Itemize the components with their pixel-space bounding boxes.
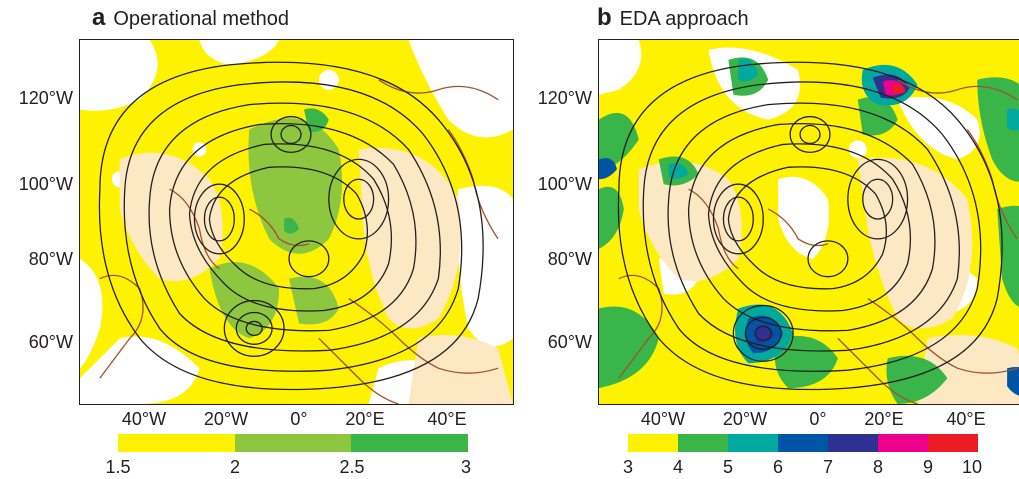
panel-a-land — [119, 147, 513, 404]
panel-b-colorbar-tick: 3 — [622, 457, 634, 477]
panel-a-lat-label-120w: 120°W — [18, 88, 73, 108]
panel-b-colorbar-tick: 4 — [672, 457, 684, 477]
panel-b-map-svg — [599, 40, 1019, 404]
panel-a-contours — [98, 61, 484, 391]
panel-b-colorbar-segment-4 — [778, 434, 828, 452]
panel-b-colorbar-segment-5 — [828, 434, 878, 452]
panel-b-lat-label-100w: 100°W — [537, 174, 592, 194]
panel-a-map — [79, 39, 514, 405]
panel-b-title: b EDA approach — [597, 4, 749, 32]
panel-a-colorbar-tick: 2 — [229, 457, 241, 477]
panel-b-land — [638, 157, 1019, 404]
panel-a-letter: a — [92, 4, 106, 31]
panel-b-lon-label-20w: 20°W — [722, 409, 768, 429]
panel-b-title-text: EDA approach — [619, 8, 749, 30]
panel-a-map-svg — [80, 40, 513, 404]
panel-a-title: a Operational method — [92, 4, 289, 32]
panel-a-lon-label-40w: 40°W — [121, 409, 167, 429]
panel-b-contours — [617, 61, 1003, 391]
panel-a-colorbar-segment-2 — [234, 434, 352, 452]
panel-a-colorbar-tick: 1.5 — [105, 457, 131, 477]
panel-b-map — [598, 39, 1019, 405]
panel-b-colorbar-segment-7 — [928, 434, 978, 452]
panel-b-green-field — [599, 57, 1019, 404]
panel-b-colorbar-tick: 6 — [772, 457, 784, 477]
panel-a-lon-label-40e: 40°E — [427, 409, 467, 429]
panel-a-lon-label-20w: 20°W — [203, 409, 249, 429]
panel-a-lat-label-80w: 80°W — [28, 249, 73, 269]
panel-b-lat-label-80w: 80°W — [547, 249, 592, 269]
panel-a-colorbar-tick: 2.5 — [339, 457, 365, 477]
panel-b-letter: b — [597, 4, 612, 31]
panel-a-colorbar-tick: 3 — [460, 457, 472, 477]
panel-b-lat-label-60w: 60°W — [547, 332, 592, 352]
panel-a-lat-label-100w: 100°W — [18, 174, 73, 194]
panel-b-colorbar — [628, 434, 978, 452]
panel-a-title-text: Operational method — [113, 8, 290, 30]
panel-b-colorbar-tick: 10 — [961, 457, 983, 477]
panel-a-lat-label-60w: 60°W — [28, 332, 73, 352]
panel-a-lon-label-0: 0° — [290, 409, 308, 429]
panel-b-colorbar-tick: 9 — [922, 457, 934, 477]
panel-b-lon-label-40e: 40°E — [946, 409, 986, 429]
panel-a-lon-label-20e: 20°E — [345, 409, 385, 429]
panel-b-lat-label-120w: 120°W — [537, 88, 592, 108]
panel-b-colorbar-segment-3 — [728, 434, 778, 452]
panel-a-colorbar — [118, 434, 469, 452]
panel-b-colorbar-segment-6 — [878, 434, 928, 452]
panel-b-colorbar-tick: 5 — [722, 457, 734, 477]
panel-a-green-field — [209, 108, 343, 339]
panel-b-colorbar-segment-1 — [628, 434, 678, 452]
panel-b-colorbar-segment-2 — [678, 434, 728, 452]
panel-b-lon-label-0: 0° — [809, 409, 827, 429]
panel-b-lon-label-20e: 20°E — [864, 409, 904, 429]
panel-a-colorbar-segment-3 — [351, 434, 469, 452]
panel-a-colorbar-segment-1 — [118, 434, 235, 452]
panel-b-lon-label-40w: 40°W — [640, 409, 686, 429]
panel-b-colorbar-tick: 7 — [822, 457, 834, 477]
panel-b-colorbar-tick: 8 — [872, 457, 884, 477]
